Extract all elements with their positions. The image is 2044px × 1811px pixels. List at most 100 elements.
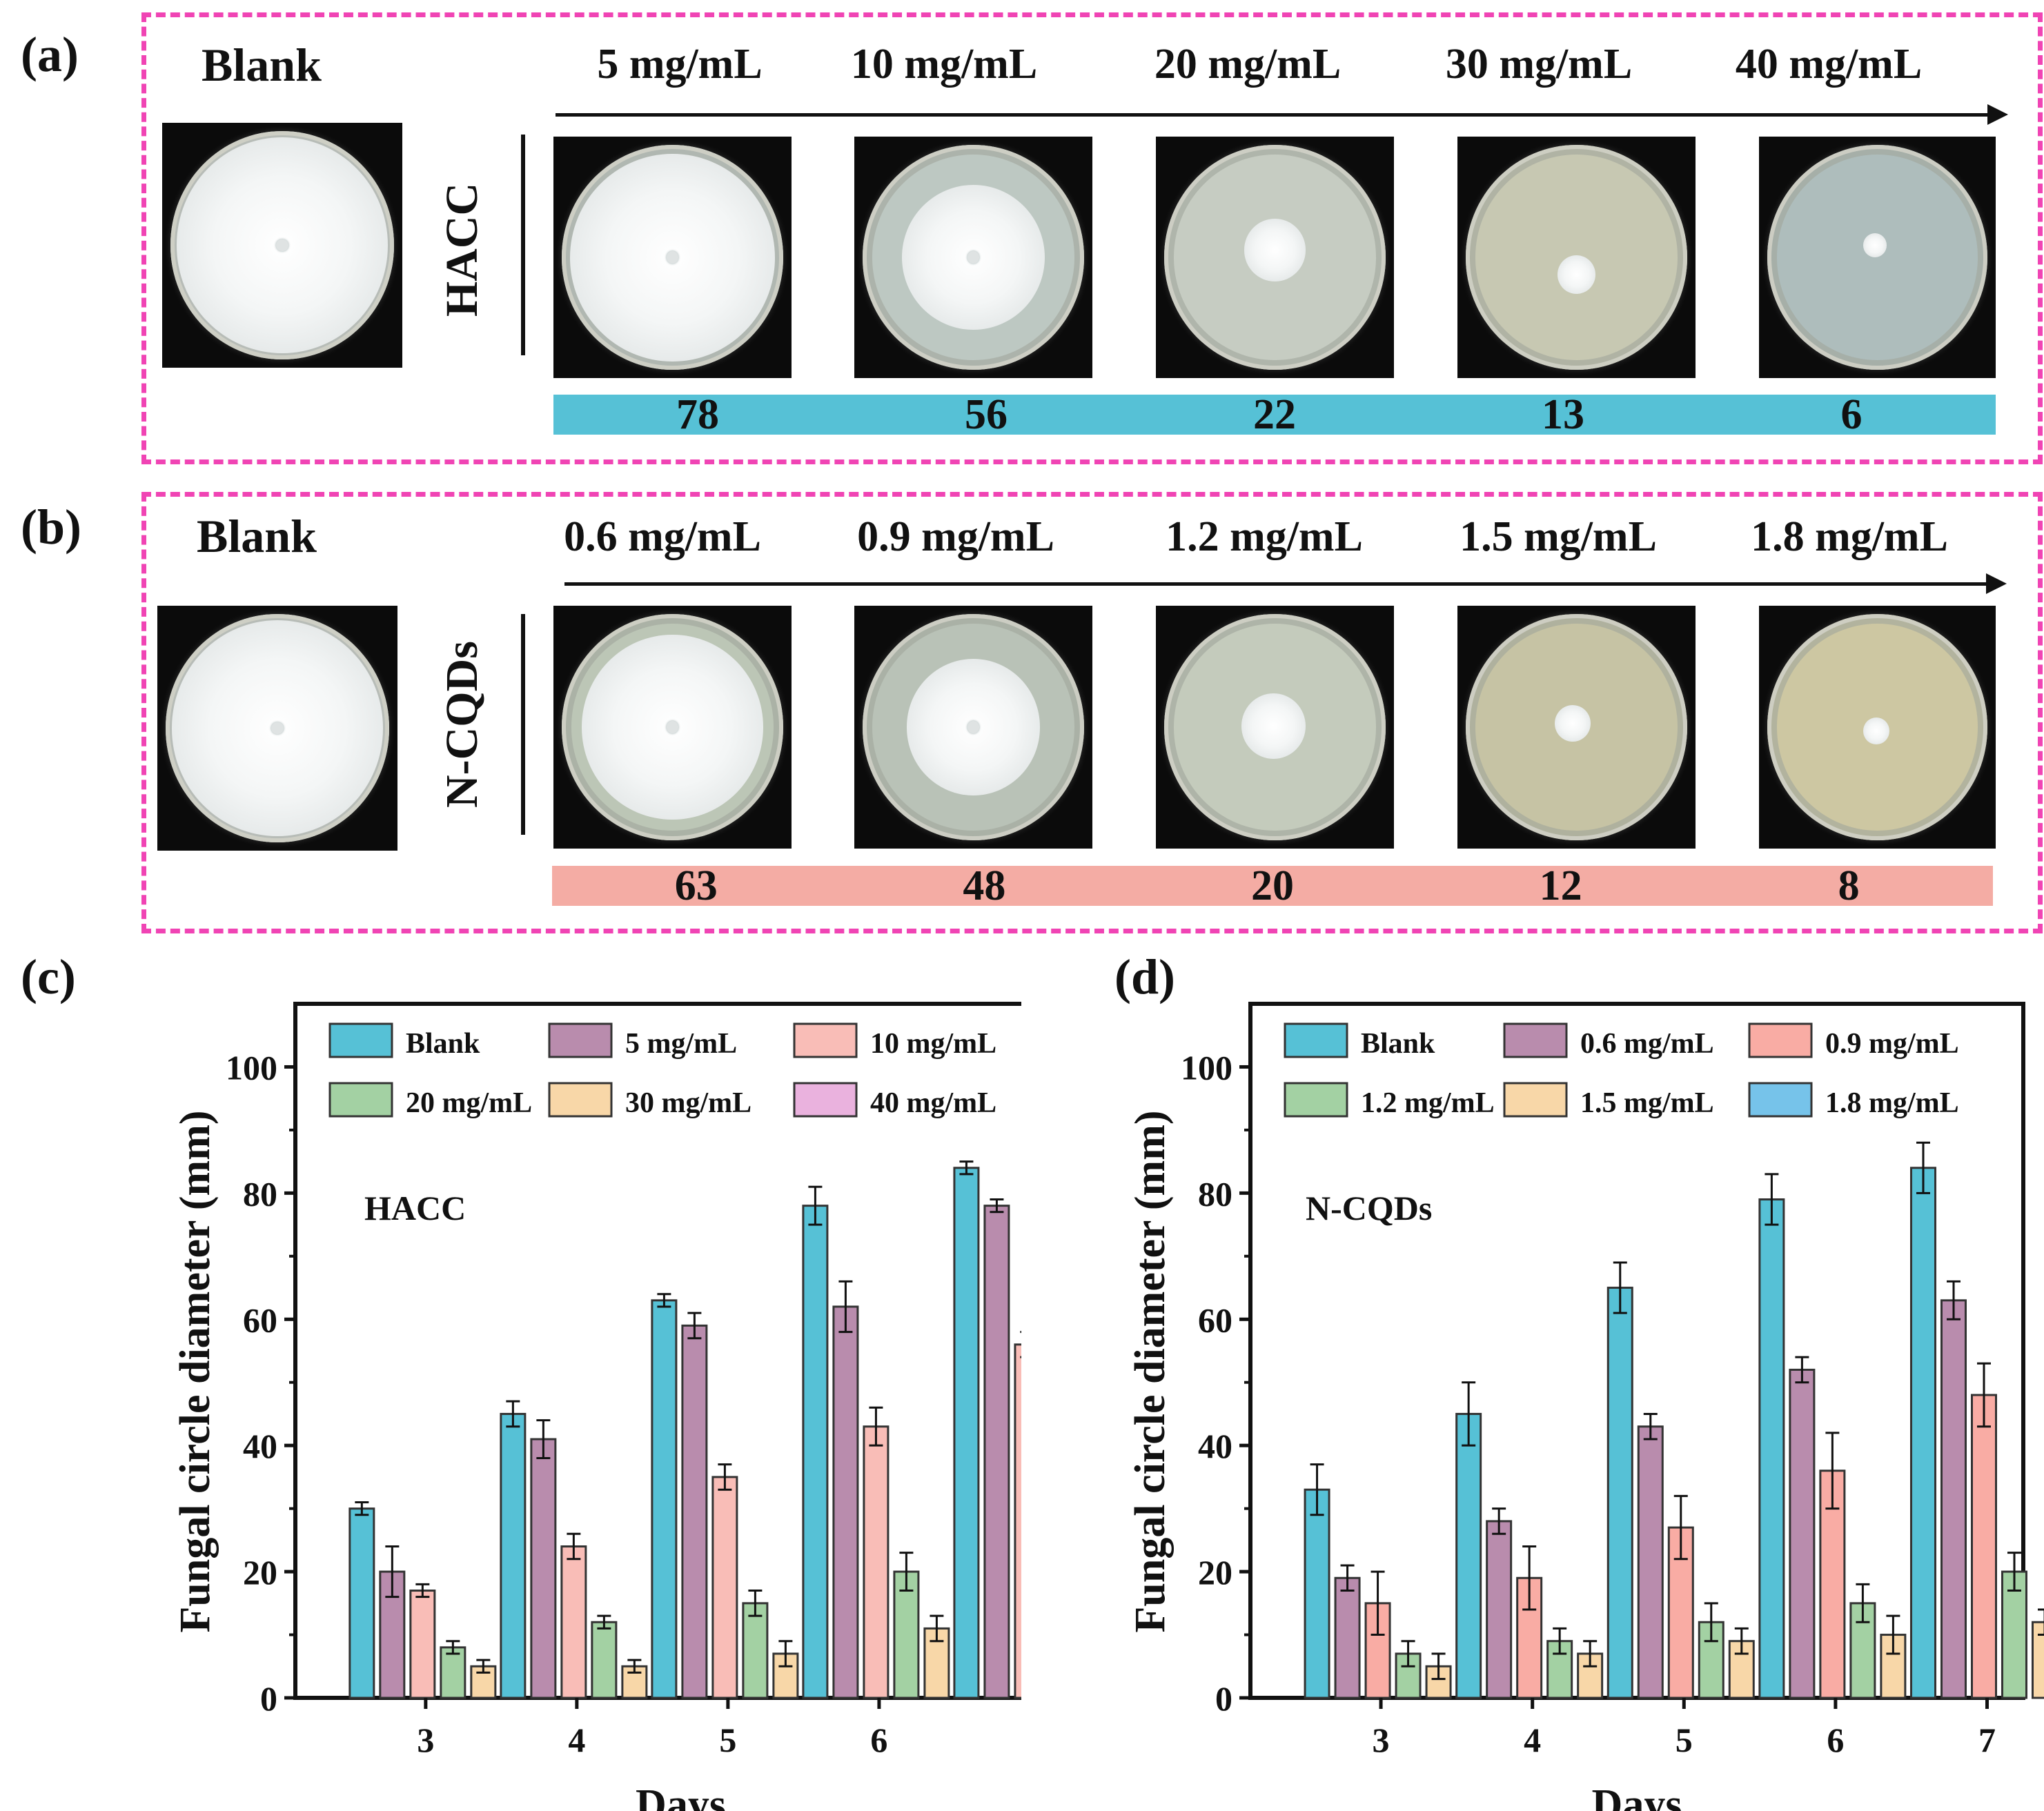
panel-b-diameter-5: 8 — [1838, 862, 1860, 909]
chart-c-legend-swatch — [548, 1082, 613, 1118]
chart-d-bar — [1304, 1488, 1330, 1699]
chart-c-bar — [681, 1324, 708, 1699]
chart-c-legend-label: Blank — [406, 1028, 480, 1060]
chart-d-legend-swatch — [1503, 1022, 1568, 1058]
panel-a-arrow-head — [1987, 104, 2008, 125]
chart-c-bar — [591, 1621, 618, 1699]
panel-a-conc-1: 5 mg/mL — [597, 41, 763, 88]
panel-a-conc-5: 40 mg/mL — [1735, 41, 1923, 88]
panel-c-label: (c) — [21, 949, 76, 1005]
chart-d-bar — [1486, 1520, 1513, 1699]
panel-b-conc-5: 1.8 mg/mL — [1751, 513, 1948, 560]
chart-d-xtick-label: 4 — [1524, 1721, 1541, 1759]
chart-c-legend-label: 30 mg/mL — [625, 1087, 751, 1119]
panel-a-diameter-5: 6 — [1840, 391, 1863, 438]
panel-b-dish-1 — [553, 606, 792, 849]
chart-c-bar — [560, 1545, 587, 1699]
panel-a-dish-5 — [1759, 137, 1996, 378]
panel-b-conc-1: 0.6 mg/mL — [564, 513, 761, 560]
panel-a-blank-label: Blank — [202, 39, 322, 91]
chart-d-bar — [1940, 1299, 1967, 1699]
chart-d-xlabel: Days — [1592, 1781, 1682, 1811]
chart-c-legend-label: 20 mg/mL — [406, 1087, 532, 1119]
panel-b-blank-label: Blank — [197, 510, 317, 562]
chart-d-legend-label: 1.8 mg/mL — [1825, 1087, 1959, 1119]
chart-c-bar — [409, 1590, 436, 1699]
chart-d-xtick-label: 3 — [1373, 1721, 1390, 1759]
chart-d-bar — [1758, 1198, 1785, 1699]
chart-c-bar — [893, 1570, 920, 1699]
chart-c-bar — [651, 1299, 678, 1699]
panel-a-diameter-3: 22 — [1253, 391, 1296, 438]
panel-a-diameter-strip: 78 56 22 13 6 — [553, 391, 1996, 438]
chart-c-bar — [711, 1476, 738, 1699]
panel-a-diameter-2: 56 — [965, 391, 1008, 438]
chart-c-bar — [500, 1412, 527, 1699]
chart-c-bar — [530, 1438, 557, 1699]
panel-a-conc-2: 10 mg/mL — [850, 41, 1038, 88]
chart-c-bar — [953, 1167, 980, 1699]
chart-d-legend-swatch — [1748, 1082, 1813, 1118]
panel-b-conc-4: 1.5 mg/mL — [1460, 513, 1657, 560]
chart-c-ytick-label: 20 — [243, 1553, 277, 1592]
chart-c-xtick-label: 5 — [719, 1721, 736, 1759]
chart-d-bar — [1909, 1167, 1936, 1699]
chart-d-bar — [1334, 1576, 1361, 1699]
chart-d-ytick-label: 80 — [1198, 1174, 1232, 1213]
chart-c-bar — [863, 1425, 890, 1699]
chart-d-xtick-label: 7 — [1978, 1721, 1996, 1759]
panel-b-blank-dish — [157, 606, 397, 851]
panel-b-arrow-line — [564, 582, 1993, 586]
panel-b-diameter-1: 63 — [674, 862, 718, 909]
panel-a-blank-dish — [162, 123, 402, 368]
chart-d-bar — [1606, 1287, 1633, 1699]
panel-a-dish-4 — [1457, 137, 1696, 378]
panel-a-conc-3: 20 mg/mL — [1154, 41, 1342, 88]
chart-d-ytick-label: 20 — [1198, 1553, 1232, 1592]
chart-c-inner-label: HACC — [364, 1189, 466, 1227]
panel-b-diameter-3: 20 — [1250, 862, 1294, 909]
chart-d-legend-swatch — [1284, 1022, 1348, 1058]
chart-c-xtick-label: 6 — [870, 1721, 887, 1759]
chart-d-legend-label: 1.2 mg/mL — [1361, 1087, 1495, 1119]
chart-d-legend-swatch — [1503, 1082, 1568, 1118]
chart-d-bar — [1970, 1394, 1997, 1699]
chart-d-legend-label: 0.6 mg/mL — [1580, 1028, 1714, 1060]
chart-c-legend-label: 5 mg/mL — [625, 1028, 737, 1060]
chart-c-ylabel: Fungal circle diameter (mm) — [172, 1111, 219, 1633]
chart-d-bar — [1789, 1368, 1816, 1699]
panel-a-frame — [141, 12, 2043, 464]
chart-d-ytick-label: 40 — [1198, 1427, 1232, 1465]
panel-a-diameter-4: 13 — [1542, 391, 1584, 438]
chart-c-bar — [742, 1602, 769, 1699]
panel-b-diameter-4: 12 — [1539, 862, 1582, 909]
chart-c-bar — [348, 1507, 375, 1699]
chart-c-ytick-label: 40 — [243, 1427, 277, 1465]
chart-c-legend-swatch — [793, 1082, 858, 1118]
chart-c-ytick-label: 80 — [243, 1174, 277, 1213]
panel-b-frame — [141, 492, 2043, 933]
panel-b-conc-2: 0.9 mg/mL — [857, 513, 1054, 560]
panel-a-dish-1 — [553, 137, 792, 378]
chart-c-ytick-label: 60 — [243, 1300, 277, 1339]
chart-c-legend-label: 40 mg/mL — [870, 1087, 996, 1119]
chart-d-bar — [1637, 1425, 1664, 1699]
panel-b-dish-2 — [854, 606, 1092, 849]
chart-d-legend-swatch — [1748, 1022, 1813, 1058]
panel-b-sample-label: N-CQDs — [437, 641, 487, 808]
chart-d-bar — [2031, 1621, 2044, 1699]
panel-b-arrow-head — [1986, 573, 2007, 594]
panel-a-label: (a) — [21, 27, 79, 82]
panel-a-divider — [521, 135, 525, 355]
panel-b-dish-5 — [1759, 606, 1996, 849]
panel-d-label: (d) — [1114, 949, 1175, 1005]
panel-a-conc-4: 30 mg/mL — [1445, 41, 1633, 88]
chart-d-legend-label: 0.9 mg/mL — [1825, 1028, 1959, 1060]
chart-c-bar — [1014, 1343, 1021, 1699]
chart-c-ytick-label: 100 — [226, 1048, 277, 1087]
panel-b-dish-4 — [1457, 606, 1696, 849]
chart-c-bar — [832, 1305, 859, 1699]
chart-c-bar — [983, 1205, 1010, 1699]
chart-d-ytick-label: 0 — [1215, 1679, 1232, 1718]
chart-d-xtick-label: 5 — [1676, 1721, 1693, 1759]
